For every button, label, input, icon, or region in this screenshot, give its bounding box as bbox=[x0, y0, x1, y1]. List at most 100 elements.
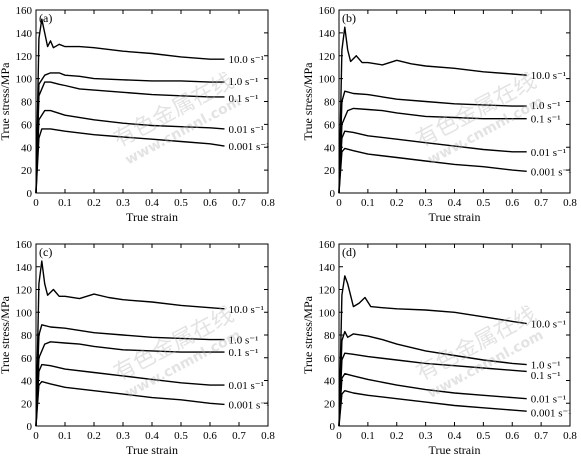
x-tick-label: 0.1 bbox=[58, 197, 72, 209]
series-label: 0.001 s⁻¹ bbox=[229, 399, 270, 411]
y-tick-label: 80 bbox=[324, 97, 336, 109]
x-tick-label: 0 bbox=[336, 430, 342, 442]
x-tick-label: 0.1 bbox=[361, 430, 375, 442]
series-line bbox=[338, 352, 527, 427]
y-tick-label: 160 bbox=[16, 239, 33, 251]
panel-label: (c) bbox=[39, 245, 52, 259]
x-tick-label: 0.5 bbox=[477, 197, 491, 209]
y-tick-label: 100 bbox=[16, 74, 33, 86]
x-tick-label: 0.8 bbox=[563, 197, 577, 209]
y-tick-label: 100 bbox=[16, 307, 33, 319]
series-label: 10.0 s⁻¹ bbox=[531, 319, 566, 331]
series-line bbox=[338, 107, 527, 194]
y-tick-label: 20 bbox=[324, 165, 336, 177]
x-tick-label: 0.7 bbox=[232, 430, 246, 442]
series-line bbox=[35, 324, 225, 427]
x-axis-label: True strain bbox=[126, 210, 178, 224]
y-tick-label: 160 bbox=[319, 239, 336, 251]
y-tick-label: 60 bbox=[324, 119, 336, 131]
y-tick-label: 120 bbox=[16, 51, 33, 63]
x-tick-label: 0.6 bbox=[203, 197, 217, 209]
y-tick-label: 20 bbox=[21, 398, 33, 410]
y-tick-label: 40 bbox=[21, 142, 33, 154]
series-line bbox=[338, 130, 527, 194]
series-label: 10.0 s⁻¹ bbox=[229, 304, 264, 316]
x-tick-label: 0.3 bbox=[419, 430, 433, 442]
y-tick-label: 20 bbox=[324, 398, 336, 410]
y-tick-label: 140 bbox=[319, 28, 336, 40]
series-label: 1.0 s⁻¹ bbox=[531, 100, 561, 112]
series-line bbox=[35, 260, 225, 427]
series-label: 1.0 s⁻¹ bbox=[229, 335, 259, 347]
x-tick-label: 0.8 bbox=[563, 430, 577, 442]
x-tick-label: 0.7 bbox=[232, 197, 246, 209]
series-label: 0.01 s⁻¹ bbox=[229, 124, 264, 136]
y-tick-label: 120 bbox=[319, 51, 336, 63]
y-tick-label: 120 bbox=[16, 285, 33, 297]
x-tick-label: 0.1 bbox=[58, 430, 72, 442]
x-tick-label: 0.8 bbox=[261, 430, 275, 442]
x-axis-label: True strain bbox=[429, 443, 481, 457]
series-line bbox=[35, 18, 225, 194]
x-tick-label: 0.6 bbox=[505, 430, 519, 442]
y-axis-label: True stress/MPa bbox=[301, 62, 315, 141]
series-line bbox=[35, 380, 225, 427]
x-tick-label: 0.5 bbox=[477, 430, 491, 442]
chart-panel-d: 0 0.1 0.2 0.3 0.4 0.5 0.6 0.7 0.8 0 20 40 60 80 100 120… bbox=[301, 239, 577, 457]
y-tick-label: 100 bbox=[319, 307, 336, 319]
series-line bbox=[35, 109, 225, 194]
x-tick-label: 0 bbox=[336, 197, 342, 209]
series-label: 0.001 s⁻¹ bbox=[531, 407, 572, 419]
series-line bbox=[35, 72, 225, 194]
y-tick-label: 0 bbox=[27, 188, 33, 200]
y-tick-label: 60 bbox=[324, 353, 336, 365]
y-tick-label: 40 bbox=[324, 142, 336, 154]
series-line bbox=[338, 90, 527, 194]
series-line bbox=[338, 330, 527, 427]
x-tick-label: 0.5 bbox=[174, 197, 188, 209]
y-tick-label: 120 bbox=[319, 285, 336, 297]
series-label: 0.01 s⁻¹ bbox=[229, 380, 264, 392]
x-tick-label: 0.8 bbox=[261, 197, 275, 209]
x-tick-label: 0.2 bbox=[390, 430, 404, 442]
y-axis-label: True stress/MPa bbox=[0, 295, 12, 374]
y-tick-label: 140 bbox=[319, 262, 336, 274]
x-tick-label: 0 bbox=[33, 197, 39, 209]
y-tick-label: 100 bbox=[319, 74, 336, 86]
series-label: 0.1 s⁻¹ bbox=[229, 93, 259, 105]
y-axis-label: True stress/MPa bbox=[0, 62, 12, 141]
panel-label: (b) bbox=[342, 11, 356, 25]
y-tick-label: 0 bbox=[330, 188, 336, 200]
x-tick-label: 0.4 bbox=[145, 197, 159, 209]
x-axis-label: True strain bbox=[126, 443, 178, 457]
series-label: 0.1 s⁻¹ bbox=[229, 347, 259, 359]
series-line bbox=[338, 275, 527, 427]
y-tick-label: 80 bbox=[324, 330, 336, 342]
series-label: 1.0 s⁻¹ bbox=[229, 76, 259, 88]
x-axis-label: True strain bbox=[429, 210, 481, 224]
x-tick-label: 0.1 bbox=[361, 197, 375, 209]
panel-label: (d) bbox=[342, 245, 356, 259]
y-tick-label: 60 bbox=[21, 119, 33, 131]
y-tick-label: 80 bbox=[21, 97, 33, 109]
series-label: 10.0 s⁻¹ bbox=[229, 54, 264, 66]
x-tick-label: 0.3 bbox=[419, 197, 433, 209]
y-tick-label: 80 bbox=[21, 330, 33, 342]
series-label: 0.001 s⁻¹ bbox=[531, 166, 572, 178]
x-tick-label: 0.7 bbox=[534, 197, 548, 209]
series-label: 0.1 s⁻¹ bbox=[531, 114, 561, 126]
y-tick-label: 160 bbox=[16, 5, 33, 17]
series-label: 0.001 s⁻¹ bbox=[229, 141, 270, 153]
x-tick-label: 0.6 bbox=[505, 197, 519, 209]
series-label: 0.01 s⁻¹ bbox=[531, 394, 566, 406]
y-tick-label: 140 bbox=[16, 28, 33, 40]
chart-panel-c: 0 0.1 0.2 0.3 0.4 0.5 0.6 0.7 0.8 0 20 40 60 80 100 120… bbox=[0, 239, 275, 457]
series-label: 0.1 s⁻¹ bbox=[531, 370, 561, 382]
y-tick-label: 140 bbox=[16, 262, 33, 274]
series-line bbox=[338, 373, 527, 427]
x-tick-label: 0.6 bbox=[203, 430, 217, 442]
x-tick-label: 0.5 bbox=[174, 430, 188, 442]
series-label: 10.0 s⁻¹ bbox=[531, 70, 566, 82]
y-tick-label: 60 bbox=[21, 353, 33, 365]
